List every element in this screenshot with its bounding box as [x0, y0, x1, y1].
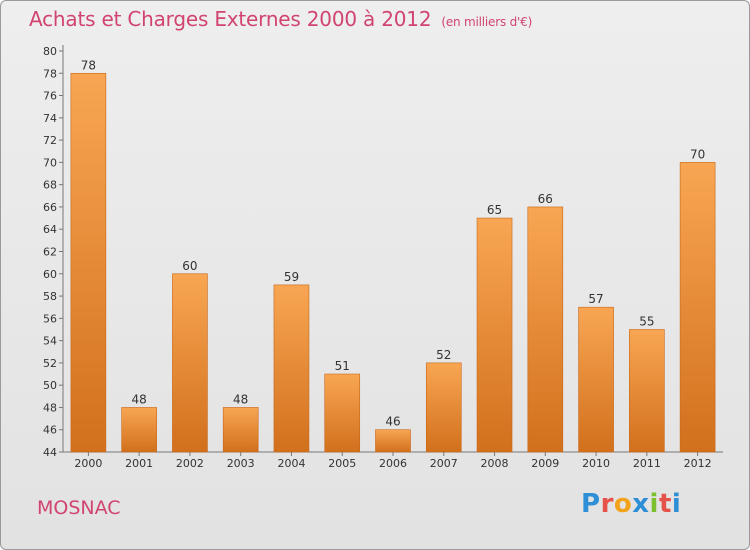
bar-value-label: 60 [182, 259, 197, 273]
x-axis: 2000 2001 2002 2003 2004 2005 2006 2007 2008 2009… [63, 451, 723, 470]
y-tick-label: 72 [43, 134, 57, 147]
y-tick-label: 54 [43, 335, 57, 348]
x-tick-label: 2003 [227, 457, 255, 470]
y-tick-label: 58 [43, 290, 57, 303]
bar-value-label: 65 [487, 203, 502, 217]
bar-value-label: 57 [588, 292, 603, 306]
y-tick-label: 46 [43, 424, 57, 437]
bar [375, 429, 411, 453]
bar-value-label: 70 [690, 147, 705, 161]
bar-value-label: 66 [538, 192, 553, 206]
chart-title: Achats et Charges Externes 2000 à 2012 (e… [29, 7, 532, 31]
bar [476, 217, 513, 453]
y-tick-label: 80 [43, 45, 57, 58]
bar [527, 206, 564, 453]
chart-title-text: Achats et Charges Externes 2000 à 2012 [29, 7, 432, 31]
bar-value-label: 55 [639, 314, 654, 328]
x-tick-label: 2004 [277, 457, 305, 470]
x-tick-label: 2002 [176, 457, 204, 470]
x-tick-label: 2012 [684, 457, 712, 470]
bar-value-label: 59 [284, 270, 299, 284]
city-name: MOSNAC [37, 497, 121, 519]
bar [629, 329, 665, 453]
logo-letter: P [581, 489, 601, 519]
bar [324, 373, 361, 453]
y-tick-label: 52 [43, 357, 57, 370]
bar [172, 273, 208, 453]
y-tick-label: 60 [43, 268, 57, 281]
proxiti-logo: Proxiti [581, 489, 681, 519]
y-tick-label: 68 [43, 179, 57, 192]
y-tick-label: 48 [43, 401, 57, 414]
bar [273, 284, 310, 453]
bar-value-label: 51 [335, 359, 350, 373]
logo-letter: i [671, 489, 682, 519]
x-tick-label: 2001 [125, 457, 153, 470]
y-tick-label: 70 [43, 156, 57, 169]
bar-value-label: 48 [132, 392, 147, 406]
chart-subtitle: (en milliers d'€) [441, 15, 533, 29]
y-axis: 44 46 48 50 52 54 56 58 60 62 64 66 68 70 72 74 76 78 80 [43, 45, 64, 459]
logo-letter: t [658, 489, 672, 519]
bar [70, 72, 107, 453]
logo-letter: x [632, 489, 650, 519]
y-tick-label: 44 [43, 446, 57, 459]
bar [425, 362, 462, 453]
bars: 78 48 60 48 59 51 46 52 65 66 57 55 70 [70, 58, 716, 453]
y-tick-label: 74 [43, 112, 57, 125]
x-tick-label: 2006 [379, 457, 407, 470]
bar [222, 407, 259, 453]
x-tick-label: 2011 [633, 457, 661, 470]
y-tick-label: 78 [43, 67, 57, 80]
x-tick-label: 2009 [531, 457, 559, 470]
bar [121, 407, 157, 453]
x-tick-label: 2000 [74, 457, 102, 470]
bar-value-label: 78 [81, 58, 96, 72]
bar [578, 306, 614, 453]
logo-letter: i [649, 489, 659, 519]
x-tick-label: 2010 [582, 457, 610, 470]
y-tick-label: 56 [43, 312, 57, 325]
y-tick-label: 64 [43, 223, 57, 236]
bar-value-label: 52 [436, 348, 451, 362]
y-tick-label: 62 [43, 246, 57, 259]
bar-value-label: 48 [233, 392, 248, 406]
bar-value-label: 46 [385, 415, 400, 429]
logo-letter: r [600, 489, 614, 519]
logo-letter: o [613, 489, 633, 519]
y-tick-label: 50 [43, 379, 57, 392]
y-tick-label: 76 [43, 90, 57, 103]
bar [679, 162, 716, 453]
x-tick-label: 2005 [328, 457, 356, 470]
y-tick-label: 66 [43, 201, 57, 214]
x-tick-label: 2007 [430, 457, 458, 470]
x-tick-label: 2008 [481, 457, 509, 470]
